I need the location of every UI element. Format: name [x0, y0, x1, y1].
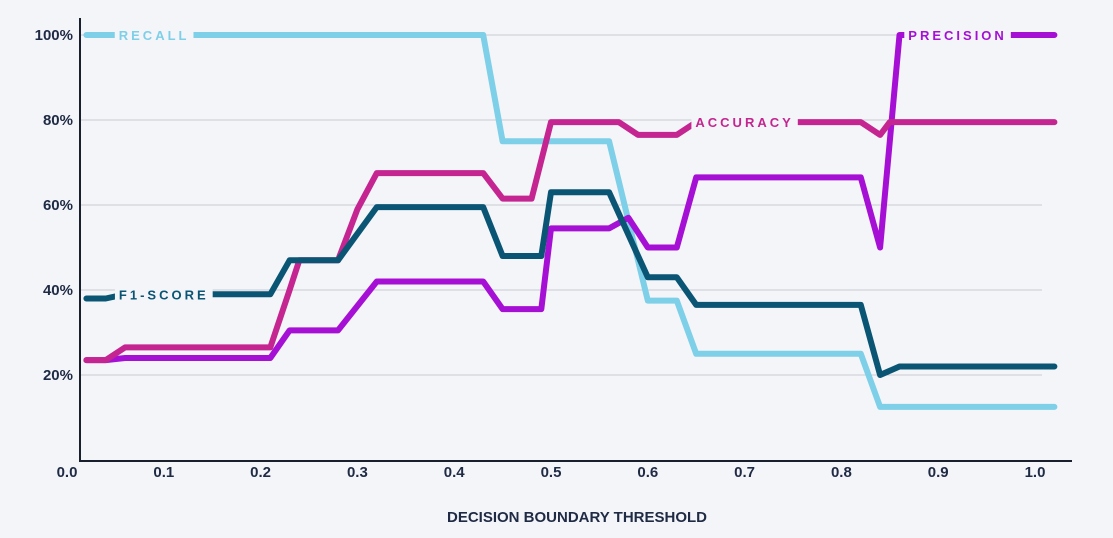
- x-tick-label: 0.9: [928, 464, 949, 481]
- series-label-text: PRECISION: [908, 28, 1007, 43]
- x-tick-labels: 0.0 0.1 0.2 0.3 0.4 0.5 0.6 0.7 0.8 0.9 1.0: [57, 464, 1046, 481]
- series-label-text: F1-SCORE: [119, 287, 209, 302]
- series-line-accuracy: [83, 119, 1058, 364]
- y-tick-label: 60%: [43, 197, 73, 214]
- series-labels: RECALL PRECISION ACCURACY F1-SCORE: [114, 26, 1011, 304]
- y-tick-label: 40%: [43, 282, 73, 299]
- x-tick-label: 0.0: [57, 464, 78, 481]
- x-tick-label: 0.8: [831, 464, 852, 481]
- y-tick-label: 20%: [43, 367, 73, 384]
- x-axis-label: DECISION BOUNDARY THRESHOLD: [447, 509, 707, 526]
- x-tick-label: 0.4: [444, 464, 466, 481]
- series-lines: [83, 32, 1058, 410]
- series-label-background: [691, 113, 798, 132]
- series-line-precision: [83, 32, 1058, 364]
- series-label-f1-score: F1-SCORE: [114, 285, 213, 304]
- series-label-precision: PRECISION: [904, 26, 1011, 44]
- series-label-background: [114, 285, 213, 304]
- y-tick-label: 80%: [43, 112, 73, 129]
- series-label-recall: RECALL: [114, 26, 194, 44]
- x-tick-label: 0.2: [250, 464, 271, 481]
- x-tick-label: 1.0: [1025, 464, 1046, 481]
- series-label-text: ACCURACY: [695, 115, 793, 130]
- series-label-accuracy: ACCURACY: [691, 113, 798, 132]
- series-line-f1-score: [83, 189, 1058, 378]
- series-label-text: RECALL: [119, 28, 190, 43]
- series-label-background: [114, 26, 194, 44]
- x-tick-label: 0.7: [734, 464, 755, 481]
- x-tick-label: 0.1: [153, 464, 174, 481]
- x-tick-label: 0.3: [347, 464, 368, 481]
- y-tick-label: 100%: [35, 27, 73, 44]
- y-tick-labels: 20% 40% 60% 80% 100%: [35, 27, 73, 384]
- series-label-background: [904, 26, 1011, 44]
- series-line-recall: [83, 32, 1058, 410]
- x-tick-label: 0.5: [541, 464, 562, 481]
- x-tick-label: 0.6: [637, 464, 658, 481]
- axes: [79, 18, 1072, 462]
